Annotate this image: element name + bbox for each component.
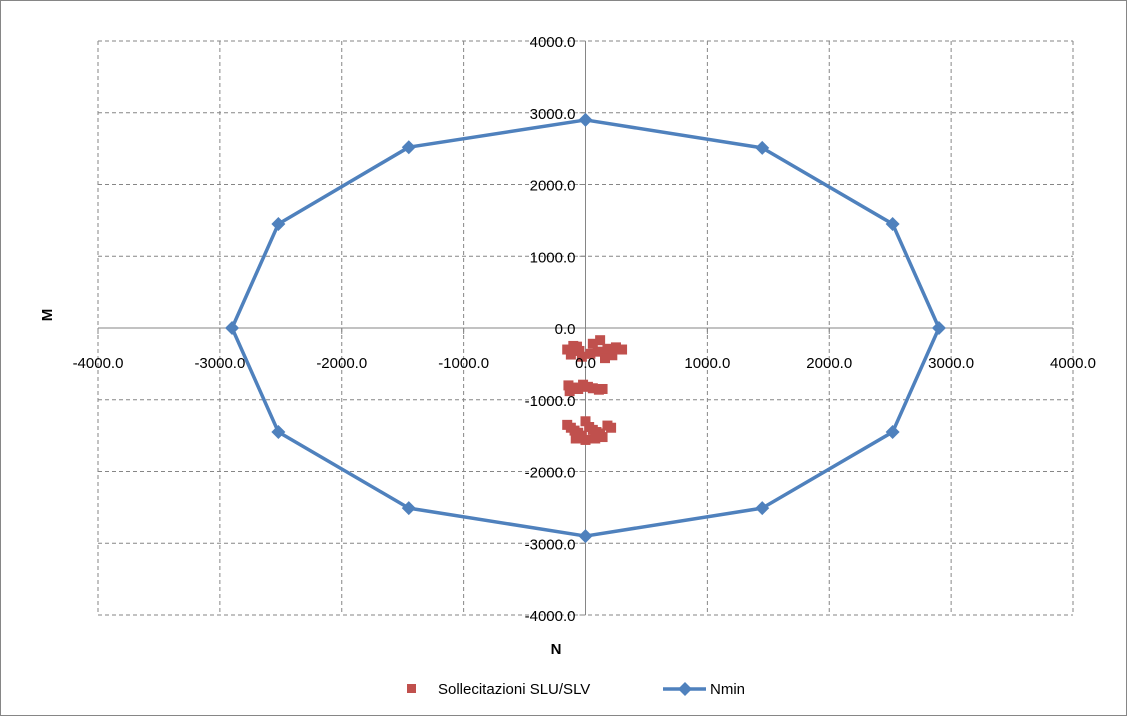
sollecitazioni-point	[617, 344, 628, 355]
y-axis-title: M	[39, 309, 56, 322]
sollecitazioni-point	[587, 338, 598, 349]
sollecitazioni-point	[610, 342, 621, 353]
sollecitazioni-point	[570, 433, 581, 444]
x-tick-label: -1000.0	[438, 355, 489, 372]
legend-marker-scatter	[407, 684, 416, 693]
legend-label-nmin: Nmin	[710, 681, 745, 698]
tick-labels: -4000.0 -3000.0 -2000.0 -1000.0 0.0 1000.0 200…	[73, 34, 1096, 625]
x-tick-label: 1000.0	[684, 355, 730, 372]
y-tick-label: 1000.0	[530, 249, 576, 266]
sollecitazioni-point	[585, 348, 596, 359]
x-tick-label: 0.0	[575, 355, 596, 372]
y-tick-label: 0.0	[555, 321, 576, 338]
nmin-point	[271, 425, 286, 440]
nmin-point	[401, 140, 416, 155]
sollecitazioni-point	[580, 434, 591, 445]
legend-marker-nmin	[678, 682, 692, 696]
sollecitazioni-point	[606, 422, 617, 433]
nmin-point	[931, 321, 946, 335]
nmin-point	[578, 112, 593, 127]
y-tick-label: 3000.0	[530, 106, 576, 123]
x-tick-label: 2000.0	[806, 355, 852, 372]
sollecitazioni-point	[600, 353, 610, 364]
legend: Sollecitazioni SLU/SLV Nmin	[407, 681, 745, 698]
y-tick-label: -1000.0	[525, 393, 576, 410]
sollecitazioni-point	[590, 433, 601, 444]
x-tick-label: -2000.0	[316, 355, 367, 372]
nmin-point	[755, 140, 770, 155]
sollecitazioni-point	[587, 383, 598, 394]
nmin-point	[885, 425, 900, 440]
y-tick-label: -3000.0	[525, 536, 576, 553]
x-tick-label: -4000.0	[73, 355, 124, 372]
x-axis-title: N	[551, 641, 562, 658]
sollecitazioni-point	[602, 343, 613, 354]
y-tick-label: 2000.0	[530, 178, 576, 195]
y-tick-label: 4000.0	[530, 34, 576, 51]
nmin-point	[271, 216, 286, 231]
nmin-point	[401, 501, 416, 516]
sollecitazioni-point	[592, 346, 603, 357]
nmin-point	[578, 529, 593, 544]
sollecitazioni-point	[580, 416, 591, 427]
sollecitazioni-point	[593, 384, 604, 395]
nmin-point	[885, 216, 900, 231]
series-layer	[225, 112, 946, 544]
sollecitazioni-point	[564, 386, 575, 397]
y-tick-label: -4000.0	[525, 608, 576, 625]
sollecitazioni-point	[595, 428, 606, 439]
nmin-point	[225, 321, 240, 335]
sollecitazioni-point	[565, 349, 576, 360]
nmin-point	[755, 501, 770, 516]
sollecitazioni-point	[574, 345, 585, 356]
y-tick-label: -2000.0	[525, 465, 576, 482]
sollecitazioni-point	[595, 335, 606, 346]
sollecitazioni-point	[576, 351, 587, 362]
legend-label-scatter: Sollecitazioni SLU/SLV	[438, 681, 590, 698]
axis-layer	[97, 40, 1074, 616]
x-tick-label: 3000.0	[928, 355, 974, 372]
x-tick-label: 4000.0	[1050, 355, 1096, 372]
sollecitazioni-point	[607, 350, 618, 361]
x-tick-label: -3000.0	[194, 355, 245, 372]
sollecitazioni-point	[562, 344, 573, 355]
